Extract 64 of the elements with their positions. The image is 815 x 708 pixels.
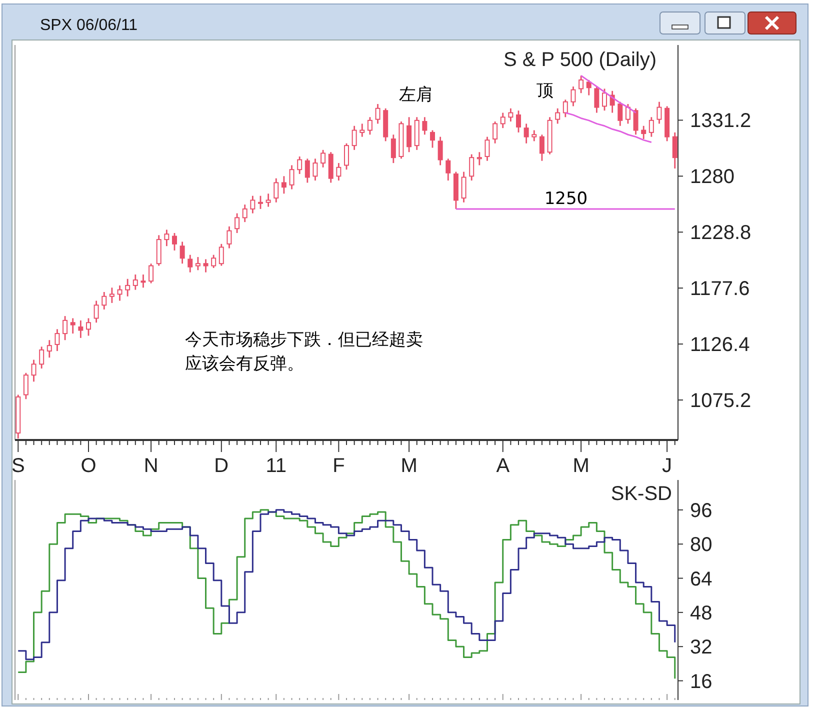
x-tick-label: M	[400, 455, 418, 477]
candlestick	[39, 346, 44, 370]
y-tick-label: 1075.2	[690, 390, 752, 412]
y-tick-label: 1228.8	[690, 222, 752, 244]
y-tick-label: 1177.6	[690, 278, 750, 300]
candlestick	[164, 229, 170, 247]
candlestick	[672, 132, 678, 170]
y-tick-label: 1331.2	[690, 110, 752, 132]
candlestick	[54, 328, 60, 352]
y-tick-label: 96	[690, 500, 712, 522]
x-tick-label: J	[662, 455, 672, 477]
candlestick	[70, 318, 76, 334]
candlestick	[102, 291, 107, 310]
annotation: 1250	[544, 189, 588, 209]
candlestick	[304, 158, 310, 184]
candlestick	[352, 125, 357, 151]
candlestick	[203, 258, 208, 274]
candlestick	[289, 164, 294, 190]
candlestick	[336, 162, 342, 182]
candlestick	[446, 158, 451, 182]
candlestick	[117, 284, 122, 302]
annotation: 左肩	[399, 85, 433, 105]
candlestick	[312, 158, 318, 182]
chart-subtitle: SPX 06/06/11	[40, 17, 138, 34]
candlestick	[180, 241, 185, 264]
candlestick	[140, 274, 146, 288]
candlestick	[297, 156, 302, 175]
y-tick-label: 1280	[690, 166, 734, 188]
candlestick	[132, 274, 138, 291]
candlestick	[414, 116, 420, 151]
y-tick-label: 48	[690, 602, 712, 624]
candlestick	[476, 151, 482, 166]
x-tick-label: A	[496, 455, 510, 477]
candlestick	[524, 122, 529, 144]
candlestick	[508, 108, 514, 122]
candlestick	[226, 226, 232, 249]
candlestick	[266, 192, 271, 208]
candlestick	[78, 320, 84, 339]
y-tick-label: 32	[690, 636, 712, 659]
x-tick-label: 11	[266, 455, 287, 477]
x-tick-label: D	[214, 455, 229, 477]
x-tick-label: M	[572, 455, 590, 477]
x-tick-label: N	[144, 455, 158, 477]
candlestick	[125, 278, 130, 298]
candlestick	[547, 116, 552, 155]
x-tick-label: S	[11, 455, 25, 477]
x-tick-label: O	[80, 455, 96, 477]
y-tick-label: 80	[690, 534, 712, 556]
candlestick	[109, 286, 114, 304]
candlestick	[648, 116, 654, 138]
candlestick	[641, 125, 646, 140]
annotation: 今天市场稳步下跌．但已经超卖应该会有反弹。	[185, 330, 423, 374]
candlestick	[360, 122, 365, 138]
candlestick	[390, 134, 396, 164]
chart-title: SK-SD	[610, 483, 672, 505]
y-tick-label: 1126.4	[690, 334, 750, 356]
y-tick-label: 64	[690, 568, 712, 590]
candlestick	[156, 234, 162, 266]
chart-title: S & P 500 (Daily)	[503, 49, 657, 71]
y-tick-label: 16	[690, 670, 712, 693]
annotation: 顶	[536, 81, 554, 101]
candlestick	[46, 339, 52, 358]
candlestick	[242, 204, 248, 223]
x-tick-label: F	[332, 455, 345, 477]
